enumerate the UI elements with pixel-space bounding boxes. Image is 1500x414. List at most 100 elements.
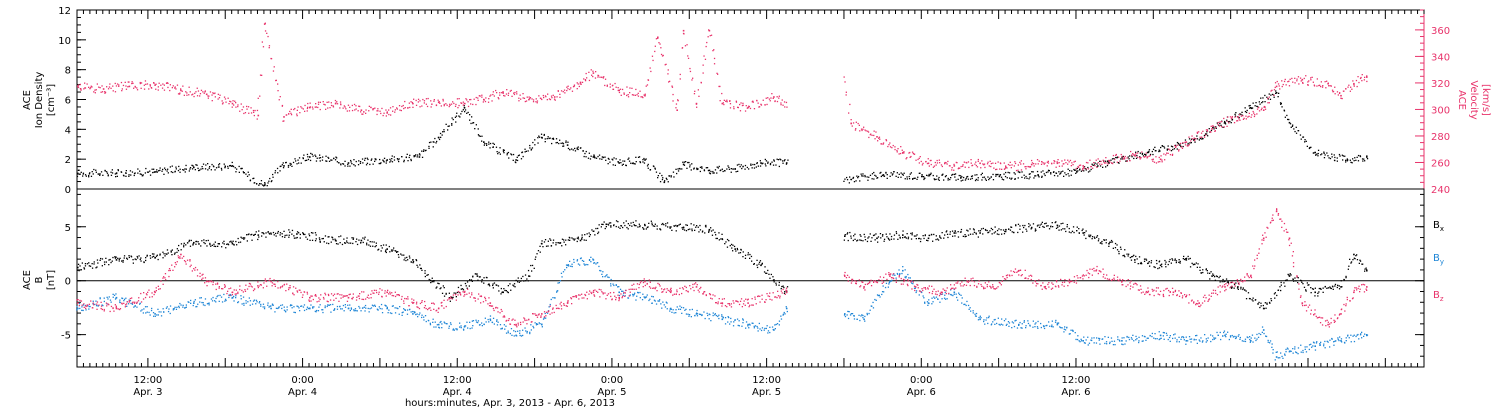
ion-density-point (1343, 155, 1344, 156)
bx-point (178, 250, 179, 251)
bx-point (187, 242, 188, 243)
bx-point (1223, 281, 1224, 282)
by-point (937, 299, 938, 300)
ion-density-point (642, 161, 643, 162)
by-point (456, 329, 457, 330)
by-point (179, 307, 180, 308)
ion-density-point (429, 142, 430, 143)
bx-point (347, 242, 348, 243)
ion-density-point (548, 136, 549, 137)
velocity-point (920, 156, 921, 157)
ion-density-point (488, 144, 489, 145)
ion-density-point (342, 163, 343, 164)
by-point (473, 320, 474, 321)
bx-point (997, 230, 998, 231)
ion-density-point (262, 184, 263, 185)
bx-point (1011, 227, 1012, 228)
velocity-point (848, 112, 849, 113)
ion-density-point (1231, 122, 1232, 123)
by-point (1186, 337, 1187, 338)
ion-density-point (1033, 177, 1034, 178)
bx-point (1290, 274, 1291, 275)
by-point (995, 319, 996, 320)
by-point (409, 309, 410, 310)
by-point (604, 276, 605, 277)
ion-density-point (1259, 101, 1260, 102)
ion-density-point (574, 148, 575, 149)
by-point (727, 321, 728, 322)
ion-density-point (291, 166, 292, 167)
velocity-point (1332, 90, 1333, 91)
velocity-point (595, 77, 596, 78)
bx-point (528, 270, 529, 271)
bx-point (175, 252, 176, 253)
by-point (996, 323, 997, 324)
ion-density-point (111, 175, 112, 176)
velocity-point (879, 137, 880, 138)
bx-point (853, 235, 854, 236)
velocity-point (953, 170, 954, 171)
velocity-point (1230, 116, 1231, 117)
velocity-point (711, 35, 712, 36)
bx-point (477, 280, 478, 281)
velocity-point (784, 101, 785, 102)
velocity-point (672, 100, 673, 101)
velocity-anchor (438, 102, 440, 104)
velocity-point (266, 33, 267, 34)
bx-point (994, 232, 995, 233)
by-point (433, 319, 434, 320)
bx-point (319, 237, 320, 238)
bx-point (143, 261, 144, 262)
ion-density-point (214, 169, 215, 170)
velocity-point (208, 96, 209, 97)
ion-density-point (1330, 158, 1331, 159)
ion-density-point (1105, 166, 1106, 167)
by-point (358, 306, 359, 307)
bx-point (233, 244, 234, 245)
bx-point (756, 260, 757, 261)
ion-density-point (98, 173, 99, 174)
velocity-point (277, 90, 278, 91)
bx-point (153, 256, 154, 257)
velocity-point (474, 99, 475, 100)
bx-point (385, 250, 386, 251)
bx-point (308, 233, 309, 234)
by-point (850, 314, 851, 315)
ion-density-point (350, 160, 351, 161)
ion-density-point (306, 160, 307, 161)
bx-point (1149, 261, 1150, 262)
ion-density-anchor (618, 162, 620, 164)
by-point (1138, 342, 1139, 343)
ion-density-point (880, 172, 881, 173)
bx-point (1295, 280, 1296, 281)
ylabel-right-line: Velocity (1468, 80, 1479, 119)
ion-density-point (440, 137, 441, 138)
bx-point (1360, 261, 1361, 262)
by-point (1034, 326, 1035, 327)
by-point (601, 274, 602, 275)
by-point (1273, 349, 1274, 350)
bx-point (162, 257, 163, 258)
by-point (293, 306, 294, 307)
by-point (520, 335, 521, 336)
velocity-point (1282, 86, 1283, 87)
by-point (1060, 327, 1061, 328)
ion-density-anchor (734, 168, 736, 170)
velocity-point (729, 101, 730, 102)
ion-density-point (732, 168, 733, 169)
bx-point (845, 234, 846, 235)
ion-density-anchor (1037, 174, 1039, 176)
by-point (962, 297, 963, 298)
ion-density-point (995, 176, 996, 177)
bx-point (97, 262, 98, 263)
velocity-point (1350, 91, 1351, 92)
ion-density-point (143, 174, 144, 175)
velocity-point (547, 99, 548, 100)
ion-density-point (982, 173, 983, 174)
ion-density-point (1357, 157, 1358, 158)
velocity-point (403, 108, 404, 109)
ion-density-point (1095, 163, 1096, 164)
bx-point (1022, 232, 1023, 233)
by-point (728, 317, 729, 318)
ion-density-point (909, 178, 910, 179)
